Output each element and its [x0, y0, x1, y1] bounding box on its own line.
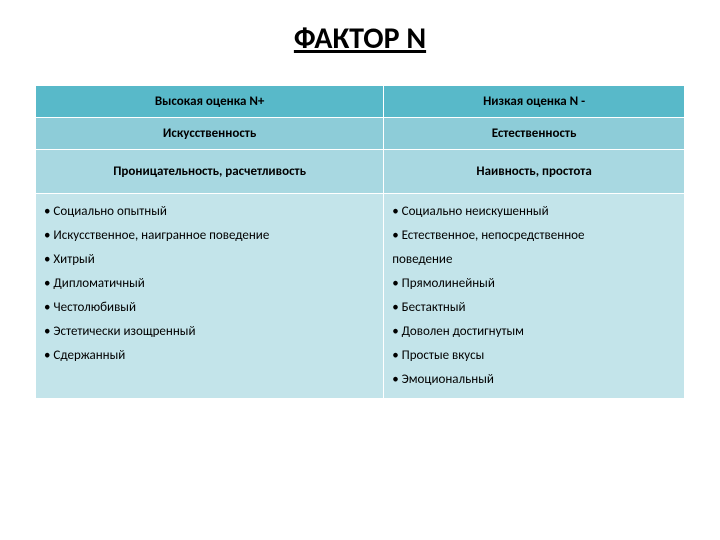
sub-left: Искусственность: [36, 118, 384, 150]
list-item: • Сдержанный: [44, 344, 375, 368]
header-right: Низкая оценка N -: [384, 86, 685, 118]
list-item: • Хитрый: [44, 248, 375, 272]
list-item: поведение: [392, 248, 676, 272]
sub-right: Естественность: [384, 118, 685, 150]
list-item: • Социально неискушенный: [392, 200, 676, 224]
list-item: • Честолюбивый: [44, 296, 375, 320]
factor-table: Высокая оценка N+ Низкая оценка N - Иску…: [35, 85, 685, 399]
trait-left: Проницательность, расчетливость: [36, 150, 384, 194]
header-left: Высокая оценка N+: [36, 86, 384, 118]
list-item: • Прямолинейный: [392, 272, 676, 296]
body-left: • Социально опытный• Искусственное, наиг…: [36, 194, 384, 399]
list-item: • Доволен достигнутым: [392, 320, 676, 344]
list-item: • Искусственное, наигранное поведение: [44, 224, 375, 248]
trait-row: Проницательность, расчетливость Наивност…: [36, 150, 685, 194]
list-item: • Бестактный: [392, 296, 676, 320]
list-item: • Простые вкусы: [392, 344, 676, 368]
sub-row: Искусственность Естественность: [36, 118, 685, 150]
body-right: • Социально неискушенный• Естественное, …: [384, 194, 685, 399]
body-row: • Социально опытный• Искусственное, наиг…: [36, 194, 685, 399]
trait-right: Наивность, простота: [384, 150, 685, 194]
list-item: • Эстетически изощренный: [44, 320, 375, 344]
list-item: • Естественное, непосредственное: [392, 224, 676, 248]
list-item: • Дипломатичный: [44, 272, 375, 296]
header-row: Высокая оценка N+ Низкая оценка N -: [36, 86, 685, 118]
list-item: • Социально опытный: [44, 200, 375, 224]
page-title: ФАКТОР N: [35, 20, 685, 57]
list-item: • Эмоциональный: [392, 368, 676, 392]
